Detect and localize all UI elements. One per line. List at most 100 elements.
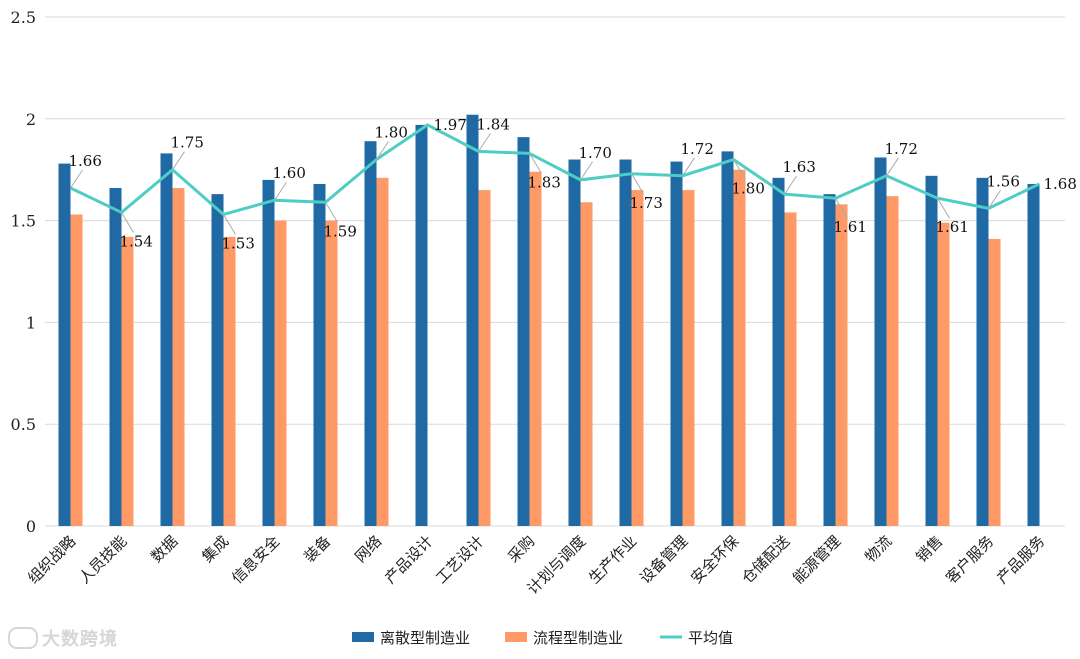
- bar-process: [70, 214, 83, 526]
- leader-line: [886, 157, 899, 177]
- bar-discrete: [925, 175, 938, 527]
- data-label: 1.80: [375, 124, 408, 142]
- legend-label: 平均值: [688, 629, 733, 647]
- x-tick-label: 集成: [198, 532, 232, 566]
- leader-line: [172, 151, 185, 170]
- x-tick-label: 仓储配送: [738, 532, 793, 587]
- leader-line: [733, 159, 746, 180]
- bar-process: [886, 196, 899, 526]
- bar-process: [172, 188, 185, 527]
- bar-discrete: [160, 153, 173, 527]
- leader-line: [835, 197, 848, 219]
- bar-process: [121, 236, 134, 526]
- leader-line: [376, 141, 389, 160]
- y-tick-label: 0: [26, 517, 36, 536]
- data-label: 1.53: [222, 234, 255, 252]
- bar-discrete: [313, 183, 326, 526]
- x-tick-label: 网络: [351, 532, 385, 566]
- bar-discrete: [415, 124, 428, 527]
- data-label: 1.63: [783, 158, 816, 176]
- bar-discrete: [670, 161, 683, 526]
- bar-discrete: [262, 179, 275, 526]
- leader-line: [325, 202, 338, 223]
- y-tick-label: 2.5: [11, 8, 36, 27]
- leader-line: [988, 190, 1001, 209]
- bar-process: [478, 190, 491, 526]
- y-tick-label: 1.5: [11, 212, 36, 231]
- bar-discrete: [109, 188, 122, 527]
- x-tick-label: 客户服务: [942, 532, 997, 587]
- legend-swatch: [352, 632, 374, 642]
- data-label: 1.60: [273, 164, 306, 182]
- data-label: 1.75: [171, 134, 204, 152]
- leader-line: [70, 169, 83, 189]
- data-label: 1.84: [477, 115, 510, 133]
- leader-line: [529, 153, 542, 174]
- legend-label: 流程型制造业: [533, 629, 623, 647]
- data-label: 1.56: [987, 172, 1020, 190]
- bar-discrete: [1027, 183, 1040, 526]
- bar-process: [835, 204, 848, 526]
- x-tick-label: 装备: [300, 532, 334, 566]
- bar-discrete: [466, 114, 479, 526]
- x-tick-label: 信息安全: [228, 532, 283, 587]
- y-tick-label: 1: [26, 313, 36, 332]
- data-label: 1.61: [834, 218, 867, 236]
- data-label: 1.80: [732, 180, 765, 198]
- leader-line: [784, 175, 797, 195]
- bar-process: [784, 212, 797, 526]
- bar-process: [733, 169, 746, 526]
- x-tick-label: 数据: [147, 532, 181, 566]
- data-label: 1.70: [579, 144, 612, 162]
- y-tick-label: 0.5: [11, 415, 36, 434]
- bar-process: [631, 190, 644, 526]
- x-tick-label: 销售: [912, 532, 946, 566]
- bar-process: [580, 202, 593, 526]
- bar-process: [988, 238, 1001, 526]
- x-tick-label: 工艺设计: [432, 532, 487, 587]
- average-line: [69, 123, 1041, 216]
- data-label: 1.72: [681, 140, 714, 158]
- watermark-text: 大数跨境: [42, 629, 118, 650]
- legend-swatch: [505, 632, 527, 642]
- bar-discrete: [364, 141, 377, 527]
- leader-line: [223, 214, 236, 235]
- x-tick-label: 产品设计: [381, 532, 436, 587]
- bar-process: [325, 220, 338, 526]
- leader-line: [580, 161, 593, 181]
- bar-process: [937, 222, 950, 527]
- data-label: 1.97: [434, 116, 467, 134]
- x-tick-label: 产品服务: [993, 532, 1048, 587]
- leader-line: [478, 133, 491, 152]
- data-label: 1.66: [69, 152, 102, 170]
- bar-discrete: [619, 159, 632, 526]
- watermark-logo-icon: [8, 627, 38, 649]
- leader-line: [937, 197, 950, 219]
- x-tick-label: 安全环保: [687, 532, 742, 587]
- bar-process: [682, 190, 695, 526]
- x-tick-label: 组织战略: [24, 532, 79, 587]
- leader-line: [121, 212, 134, 233]
- data-label: 1.68: [1044, 175, 1077, 193]
- legend-label: 离散型制造业: [380, 629, 470, 647]
- bar-process: [529, 171, 542, 526]
- x-tick-label: 能源管理: [789, 532, 844, 587]
- bar-discrete: [58, 163, 71, 527]
- data-label: 1.59: [324, 222, 357, 240]
- x-tick-label: 物流: [861, 532, 895, 566]
- data-label: 1.83: [528, 173, 561, 191]
- x-tick-label: 生产作业: [585, 532, 640, 587]
- data-label: 1.54: [120, 232, 153, 250]
- data-label: 1.72: [885, 140, 918, 158]
- bar-process: [223, 236, 236, 526]
- bar-process: [274, 220, 287, 526]
- x-tick-label: 人员技能: [75, 532, 130, 587]
- y-tick-label: 2: [26, 110, 36, 129]
- x-tick-label: 设备管理: [636, 532, 691, 587]
- bar-discrete: [874, 157, 887, 526]
- data-label: 1.73: [630, 194, 663, 212]
- bar-discrete: [517, 137, 530, 526]
- leader-line: [274, 181, 287, 201]
- x-tick-label: 采购: [504, 532, 538, 566]
